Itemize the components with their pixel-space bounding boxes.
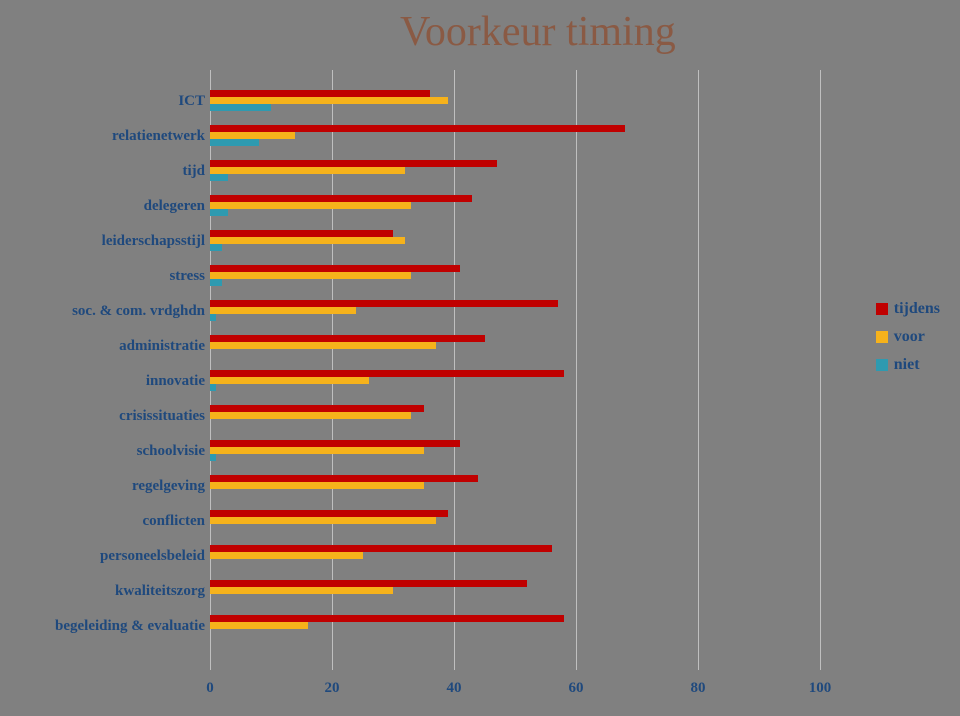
legend-label: voor (894, 328, 925, 346)
legend-item: niet (876, 356, 940, 374)
bar (210, 237, 405, 244)
category-label: crisissituaties (119, 409, 205, 424)
x-tick-label: 20 (325, 680, 340, 697)
bar (210, 209, 228, 216)
bar (210, 272, 411, 279)
bar (210, 510, 448, 517)
category-label: kwaliteitszorg (115, 584, 205, 599)
category-label: innovatie (146, 374, 205, 389)
bar (210, 545, 552, 552)
bar (210, 139, 259, 146)
bar (210, 279, 222, 286)
gridline (820, 70, 821, 670)
x-tick-label: 100 (809, 680, 832, 697)
bar (210, 384, 216, 391)
bar (210, 307, 356, 314)
bar (210, 615, 564, 622)
gridline (698, 70, 699, 670)
plot-area (210, 70, 820, 670)
bar (210, 405, 424, 412)
bar (210, 335, 485, 342)
category-label: soc. & com. vrdghdn (72, 304, 205, 319)
bar (210, 475, 478, 482)
bar (210, 300, 558, 307)
bar (210, 244, 222, 251)
bar (210, 174, 228, 181)
x-tick-label: 60 (569, 680, 584, 697)
category-label: regelgeving (132, 479, 205, 494)
category-label: personeelsbeleid (100, 549, 205, 564)
bar (210, 440, 460, 447)
bar (210, 230, 393, 237)
bar (210, 97, 448, 104)
category-label: relatienetwerk (112, 129, 205, 144)
legend-swatch (876, 359, 888, 371)
bar (210, 370, 564, 377)
legend-swatch (876, 303, 888, 315)
bar (210, 412, 411, 419)
bar (210, 447, 424, 454)
bar (210, 622, 308, 629)
category-label: schoolvisie (137, 444, 205, 459)
x-axis-labels: 020406080100 (210, 680, 820, 710)
legend-item: voor (876, 328, 940, 346)
bar (210, 454, 216, 461)
gridline (576, 70, 577, 670)
x-tick-label: 0 (206, 680, 214, 697)
category-label: administratie (119, 339, 205, 354)
category-label: begeleiding & evaluatie (55, 619, 205, 634)
bar (210, 265, 460, 272)
category-label: stress (169, 269, 205, 284)
category-label: delegeren (144, 199, 205, 214)
legend: tijdens voor niet (876, 300, 940, 384)
x-tick-label: 80 (691, 680, 706, 697)
bar (210, 160, 497, 167)
y-axis-labels: ICT relatienetwerk tijd delegeren leiderscha… (0, 70, 205, 670)
bar (210, 517, 436, 524)
bar (210, 167, 405, 174)
bar (210, 482, 424, 489)
category-label: conflicten (143, 514, 205, 529)
bar (210, 202, 411, 209)
bar (210, 377, 369, 384)
bar (210, 132, 295, 139)
legend-label: tijdens (894, 300, 940, 318)
chart-title: Voorkeur timing (400, 8, 676, 56)
x-tick-label: 40 (447, 680, 462, 697)
bar (210, 580, 527, 587)
bar (210, 587, 393, 594)
bar (210, 342, 436, 349)
chart-container: Voorkeur timing ICT relatienetwerk tijd del… (0, 0, 960, 716)
bar (210, 314, 216, 321)
legend-label: niet (894, 356, 920, 374)
category-label: leiderschapsstijl (102, 234, 205, 249)
legend-swatch (876, 331, 888, 343)
bar (210, 195, 472, 202)
bar (210, 125, 625, 132)
bar (210, 104, 271, 111)
category-label: tijd (183, 164, 206, 179)
legend-item: tijdens (876, 300, 940, 318)
bar (210, 90, 430, 97)
category-label: ICT (178, 94, 205, 109)
bar (210, 552, 363, 559)
